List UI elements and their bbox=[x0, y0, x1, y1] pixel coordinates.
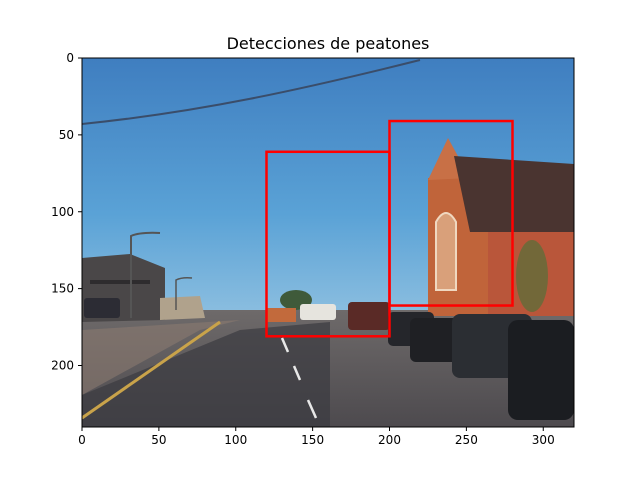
car-white bbox=[300, 304, 336, 320]
left-building-windows bbox=[90, 280, 150, 284]
y-tick-label: 150 bbox=[51, 282, 74, 296]
chart-title: Detecciones de peatones bbox=[227, 34, 430, 53]
axes-frame bbox=[81, 57, 575, 428]
x-tick-label: 50 bbox=[151, 433, 166, 447]
detection-box bbox=[388, 119, 514, 307]
y-tick-label: 200 bbox=[51, 359, 74, 373]
road-shadow bbox=[82, 322, 330, 427]
y-axis: 0 50 100 150 200 bbox=[51, 51, 82, 373]
church-roof bbox=[454, 156, 574, 232]
y-tick-label: 50 bbox=[59, 128, 74, 142]
y-tick-label: 0 bbox=[66, 51, 74, 65]
x-tick-label: 300 bbox=[532, 433, 555, 447]
x-tick-label: 100 bbox=[224, 433, 247, 447]
barrier bbox=[266, 308, 296, 322]
car-red bbox=[348, 302, 390, 330]
streetlight-left bbox=[130, 231, 161, 318]
car-left bbox=[84, 298, 120, 318]
car-parked-4 bbox=[508, 320, 574, 420]
left-low-building bbox=[160, 296, 205, 320]
x-tick-label: 250 bbox=[455, 433, 478, 447]
x-tick-label: 200 bbox=[378, 433, 401, 447]
overhead-wire bbox=[82, 59, 421, 125]
lane-dashes bbox=[280, 337, 318, 419]
y-tick-label: 100 bbox=[51, 205, 74, 219]
streetlight-mid bbox=[175, 277, 193, 310]
street-image bbox=[82, 58, 574, 427]
church-window bbox=[435, 212, 457, 291]
road-sunlit bbox=[82, 320, 240, 395]
x-tick-label: 0 bbox=[78, 433, 86, 447]
x-tick-label: 150 bbox=[301, 433, 324, 447]
detection-boxes bbox=[265, 119, 514, 338]
x-axis: 0 50 100 150 200 250 300 bbox=[78, 427, 555, 447]
center-line bbox=[82, 320, 221, 420]
tree-right bbox=[516, 240, 548, 312]
